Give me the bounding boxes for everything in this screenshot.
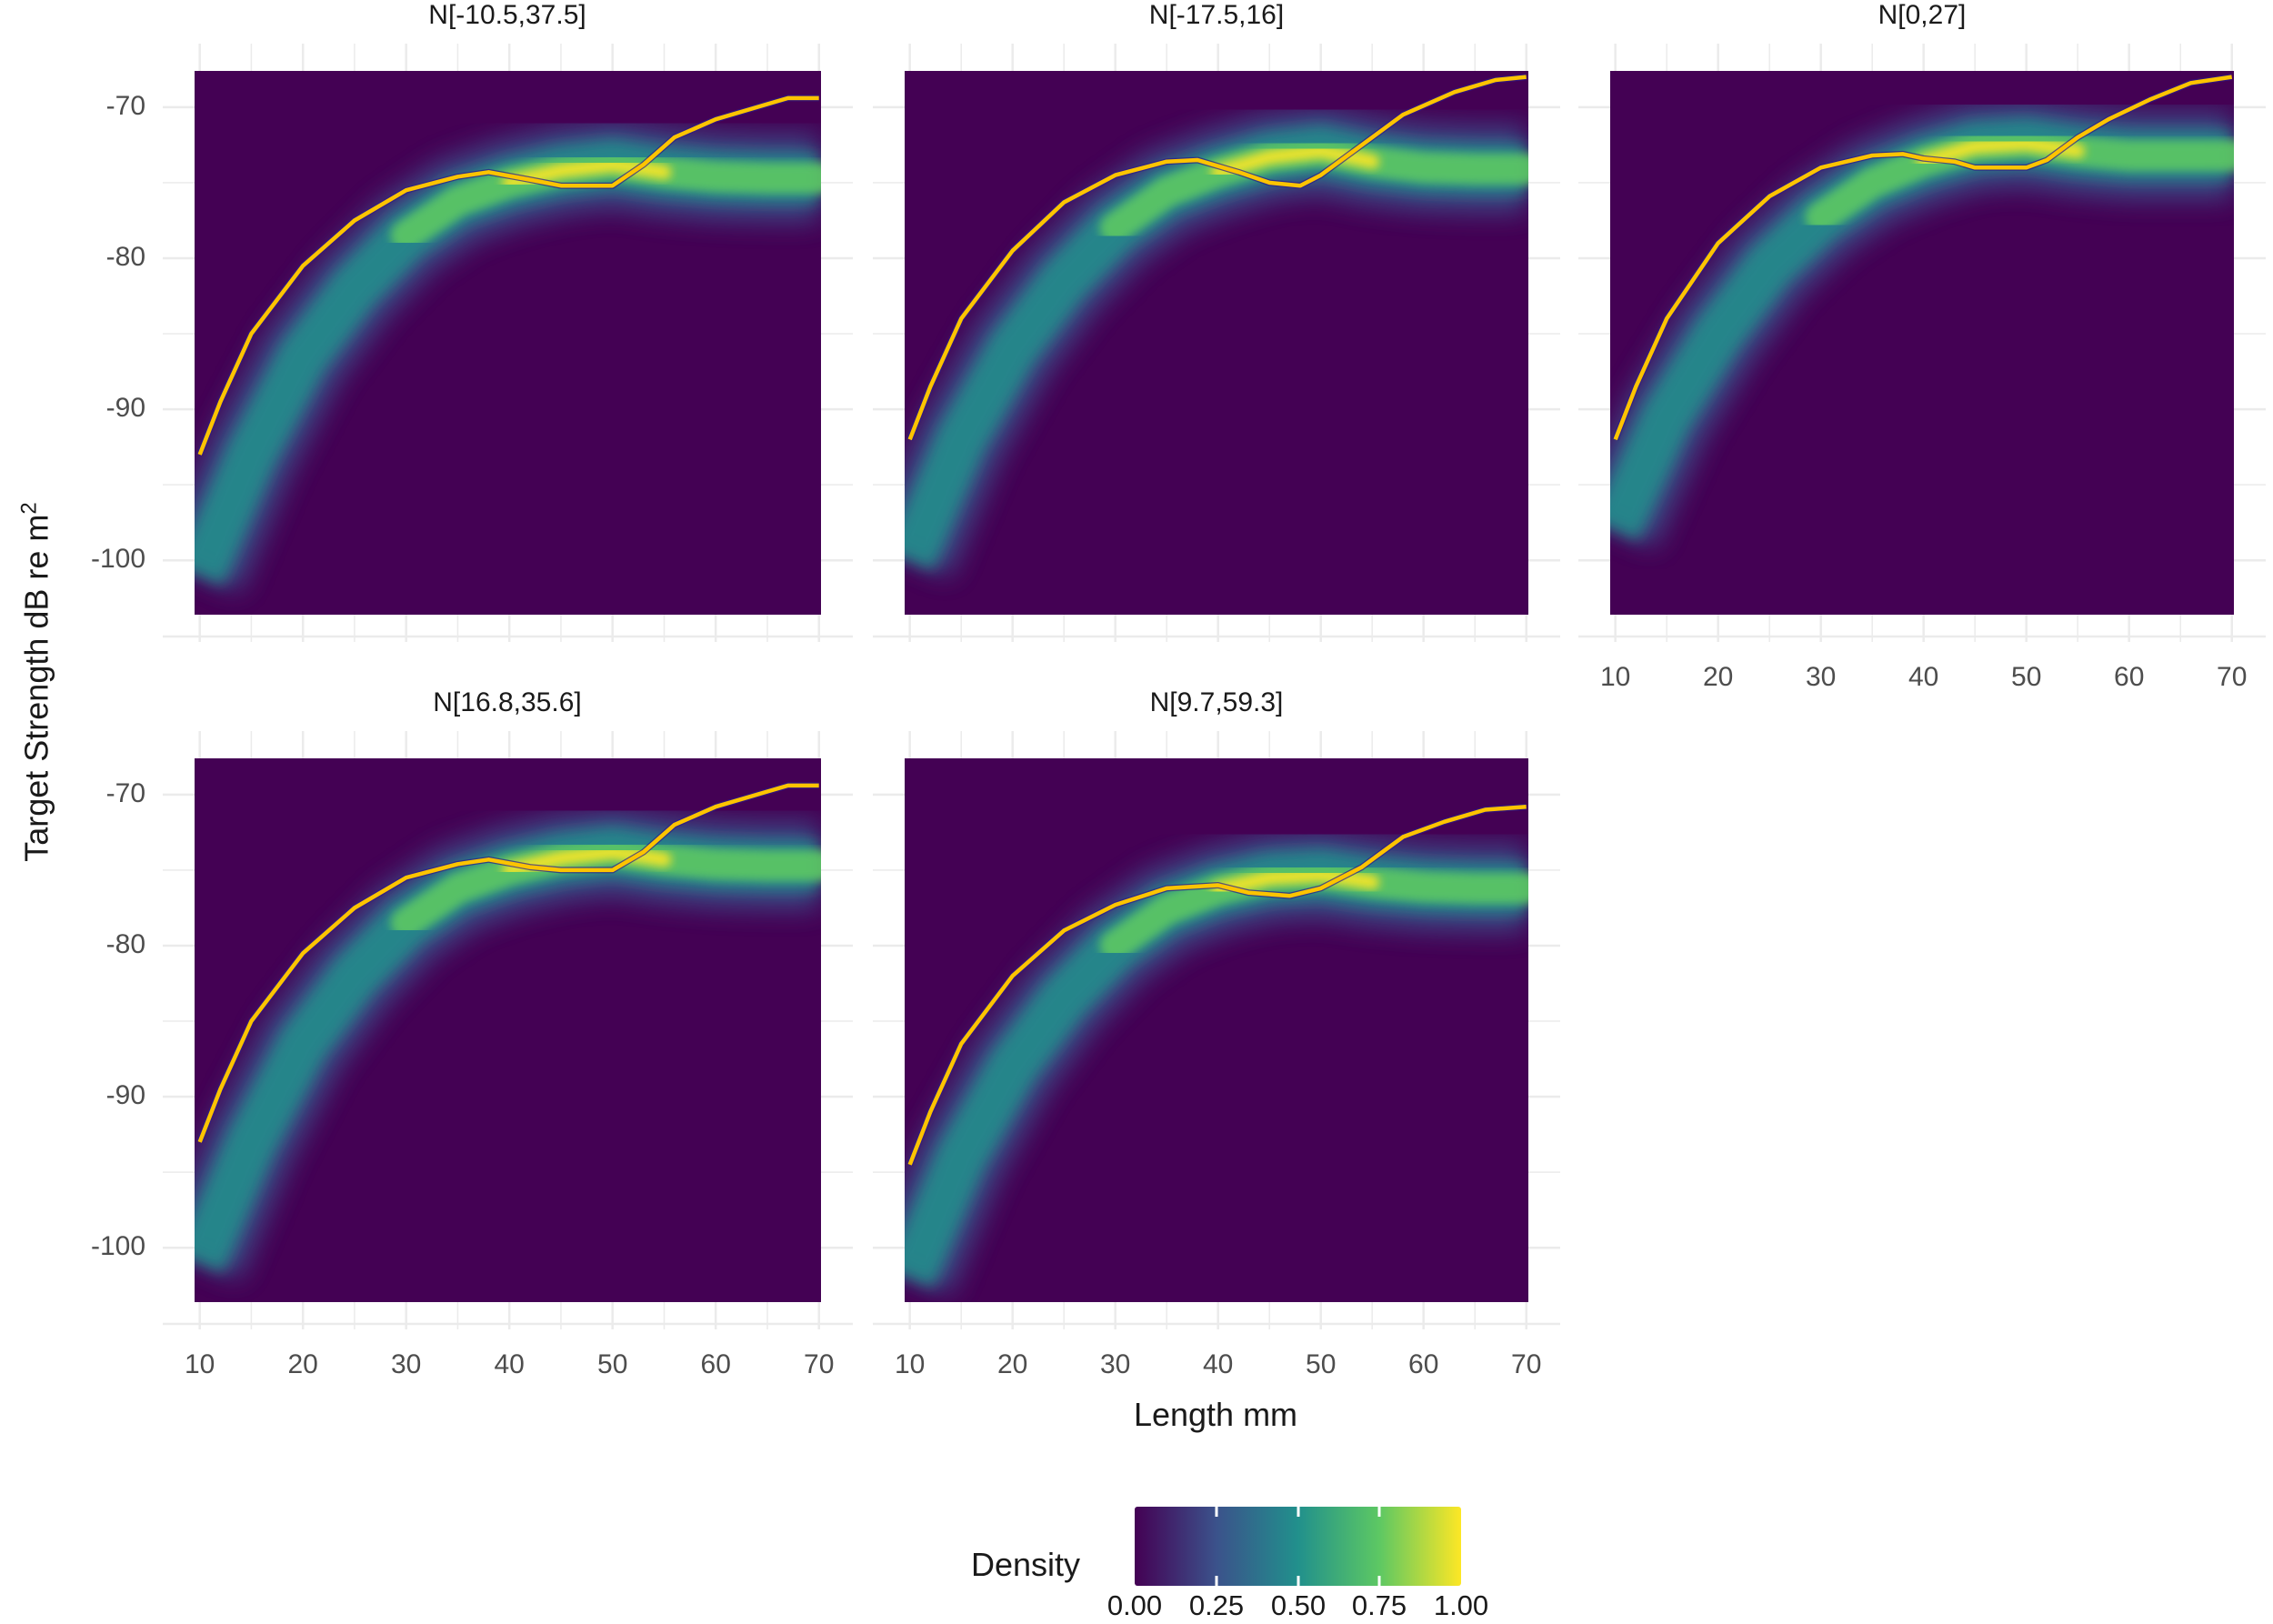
legend-tick-label: 0.50 [1270, 1589, 1327, 1621]
density-ridge [905, 106, 1528, 577]
x-tick-label: 50 [1306, 1349, 1337, 1379]
facet-panel [163, 44, 853, 642]
panel-title-2: N[-17.5,16] [1148, 0, 1285, 30]
x-tick-label: 70 [2217, 662, 2248, 692]
x-tick-label: 60 [700, 1349, 731, 1379]
x-tick-label: 30 [1805, 662, 1837, 692]
panel-title-4: N[16.8,35.6] [433, 687, 582, 717]
facet-panel [873, 44, 1560, 642]
x-tick-label: 70 [804, 1349, 835, 1379]
x-tick-label: 10 [184, 1349, 215, 1379]
x-tick-label: 50 [597, 1349, 628, 1379]
legend-tick-label: 1.00 [1433, 1589, 1489, 1621]
x-tick-label: 50 [2011, 662, 2042, 692]
panel-title-3: N[0,27] [1877, 0, 1967, 30]
density-ridge [195, 808, 821, 1280]
density-ridge [195, 121, 821, 593]
density-ridge [905, 831, 1528, 1295]
x-tick-label: 40 [1203, 1349, 1234, 1379]
x-tick-label: 20 [1702, 662, 1734, 692]
legend-title: Density [971, 1546, 1081, 1583]
y-tick-label: -80 [105, 929, 145, 959]
model-line [197, 95, 819, 456]
y-tick-label: -80 [105, 242, 145, 272]
y-tick-label: -70 [105, 778, 145, 808]
y-tick-label: -90 [105, 1080, 145, 1110]
panel-title-5: N[9.7,59.3] [1149, 687, 1284, 717]
legend-tick-label: 0.25 [1188, 1589, 1245, 1621]
x-tick-label: 40 [494, 1349, 525, 1379]
y-tick-label: -100 [90, 544, 145, 574]
x-tick-label: 30 [1099, 1349, 1131, 1379]
legend-tick-label: 0.00 [1106, 1589, 1163, 1621]
x-tick-label: 10 [1599, 662, 1631, 692]
legend-colorbar [1135, 1507, 1461, 1586]
model-line [1613, 75, 2233, 441]
x-tick-label: 70 [1511, 1349, 1542, 1379]
facet-panel [1578, 44, 2266, 642]
model-line [907, 75, 1527, 441]
panel-title-1: N[-10.5,37.5] [428, 0, 586, 30]
x-tick-label: 20 [287, 1349, 318, 1379]
x-tick-label: 30 [391, 1349, 422, 1379]
facet-panel [873, 731, 1560, 1329]
x-tick-label: 40 [1908, 662, 1939, 692]
y-axis-title: Target Strength dB re m2 [16, 502, 55, 862]
model-line [197, 783, 819, 1143]
x-axis-title: Length mm [1133, 1396, 1298, 1433]
y-tick-label: -90 [105, 393, 145, 423]
x-tick-label: 10 [894, 1349, 926, 1379]
facet-panel [163, 731, 853, 1329]
y-tick-label: -100 [90, 1231, 145, 1261]
legend-tick-label: 0.75 [1351, 1589, 1407, 1621]
model-line [907, 804, 1527, 1166]
x-tick-label: 20 [996, 1349, 1028, 1379]
y-tick-label: -70 [105, 91, 145, 121]
x-tick-label: 60 [1408, 1349, 1439, 1379]
x-tick-label: 60 [2114, 662, 2145, 692]
